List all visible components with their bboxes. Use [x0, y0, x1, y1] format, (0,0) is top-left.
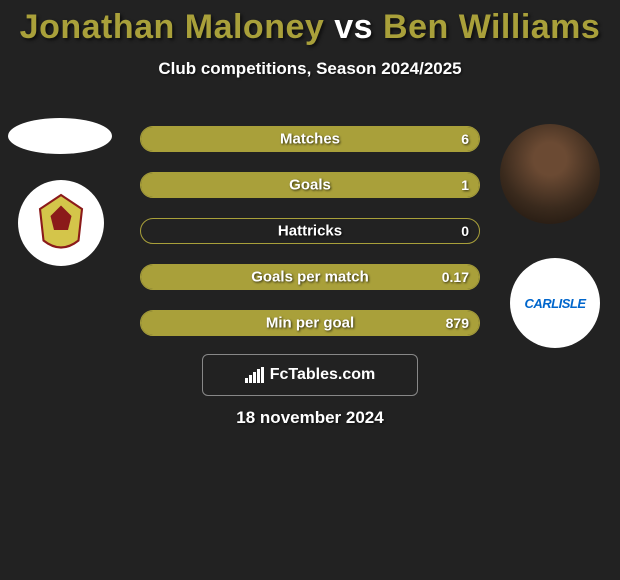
- stat-row-min-per-goal: Min per goal 879: [140, 310, 480, 336]
- stat-value-right: 879: [446, 315, 469, 331]
- player2-avatar: [500, 124, 600, 224]
- stat-label: Matches: [280, 131, 340, 148]
- stats-container: Matches 6 Goals 1 Hattricks 0 Goals per …: [140, 126, 480, 356]
- player1-avatar: [8, 118, 112, 154]
- stat-value-right: 0: [461, 223, 469, 239]
- stat-value-right: 6: [461, 131, 469, 147]
- player1-club-logo: [18, 180, 104, 266]
- stat-row-matches: Matches 6: [140, 126, 480, 152]
- comparison-title: Jonathan Maloney vs Ben Williams: [0, 0, 620, 47]
- branding-text: FcTables.com: [270, 366, 376, 384]
- stat-label: Goals per match: [251, 269, 369, 286]
- stat-label: Min per goal: [266, 315, 354, 332]
- stat-row-goals: Goals 1: [140, 172, 480, 198]
- club2-label: CARLISLE: [525, 296, 586, 311]
- date-label: 18 november 2024: [236, 408, 383, 428]
- branding-badge: FcTables.com: [202, 354, 418, 396]
- subtitle: Club competitions, Season 2024/2025: [0, 59, 620, 79]
- bar-chart-icon: [245, 367, 264, 383]
- player1-name: Jonathan Maloney: [20, 8, 325, 46]
- stat-label: Hattricks: [278, 223, 342, 240]
- player2-name: Ben Williams: [383, 8, 600, 46]
- stat-row-goals-per-match: Goals per match 0.17: [140, 264, 480, 290]
- stat-row-hattricks: Hattricks 0: [140, 218, 480, 244]
- club1-crest-icon: [26, 188, 96, 258]
- stat-value-right: 1: [461, 177, 469, 193]
- player2-club-logo: CARLISLE: [510, 258, 600, 348]
- vs-separator: vs: [334, 8, 373, 46]
- stat-label: Goals: [289, 177, 331, 194]
- stat-value-right: 0.17: [442, 269, 469, 285]
